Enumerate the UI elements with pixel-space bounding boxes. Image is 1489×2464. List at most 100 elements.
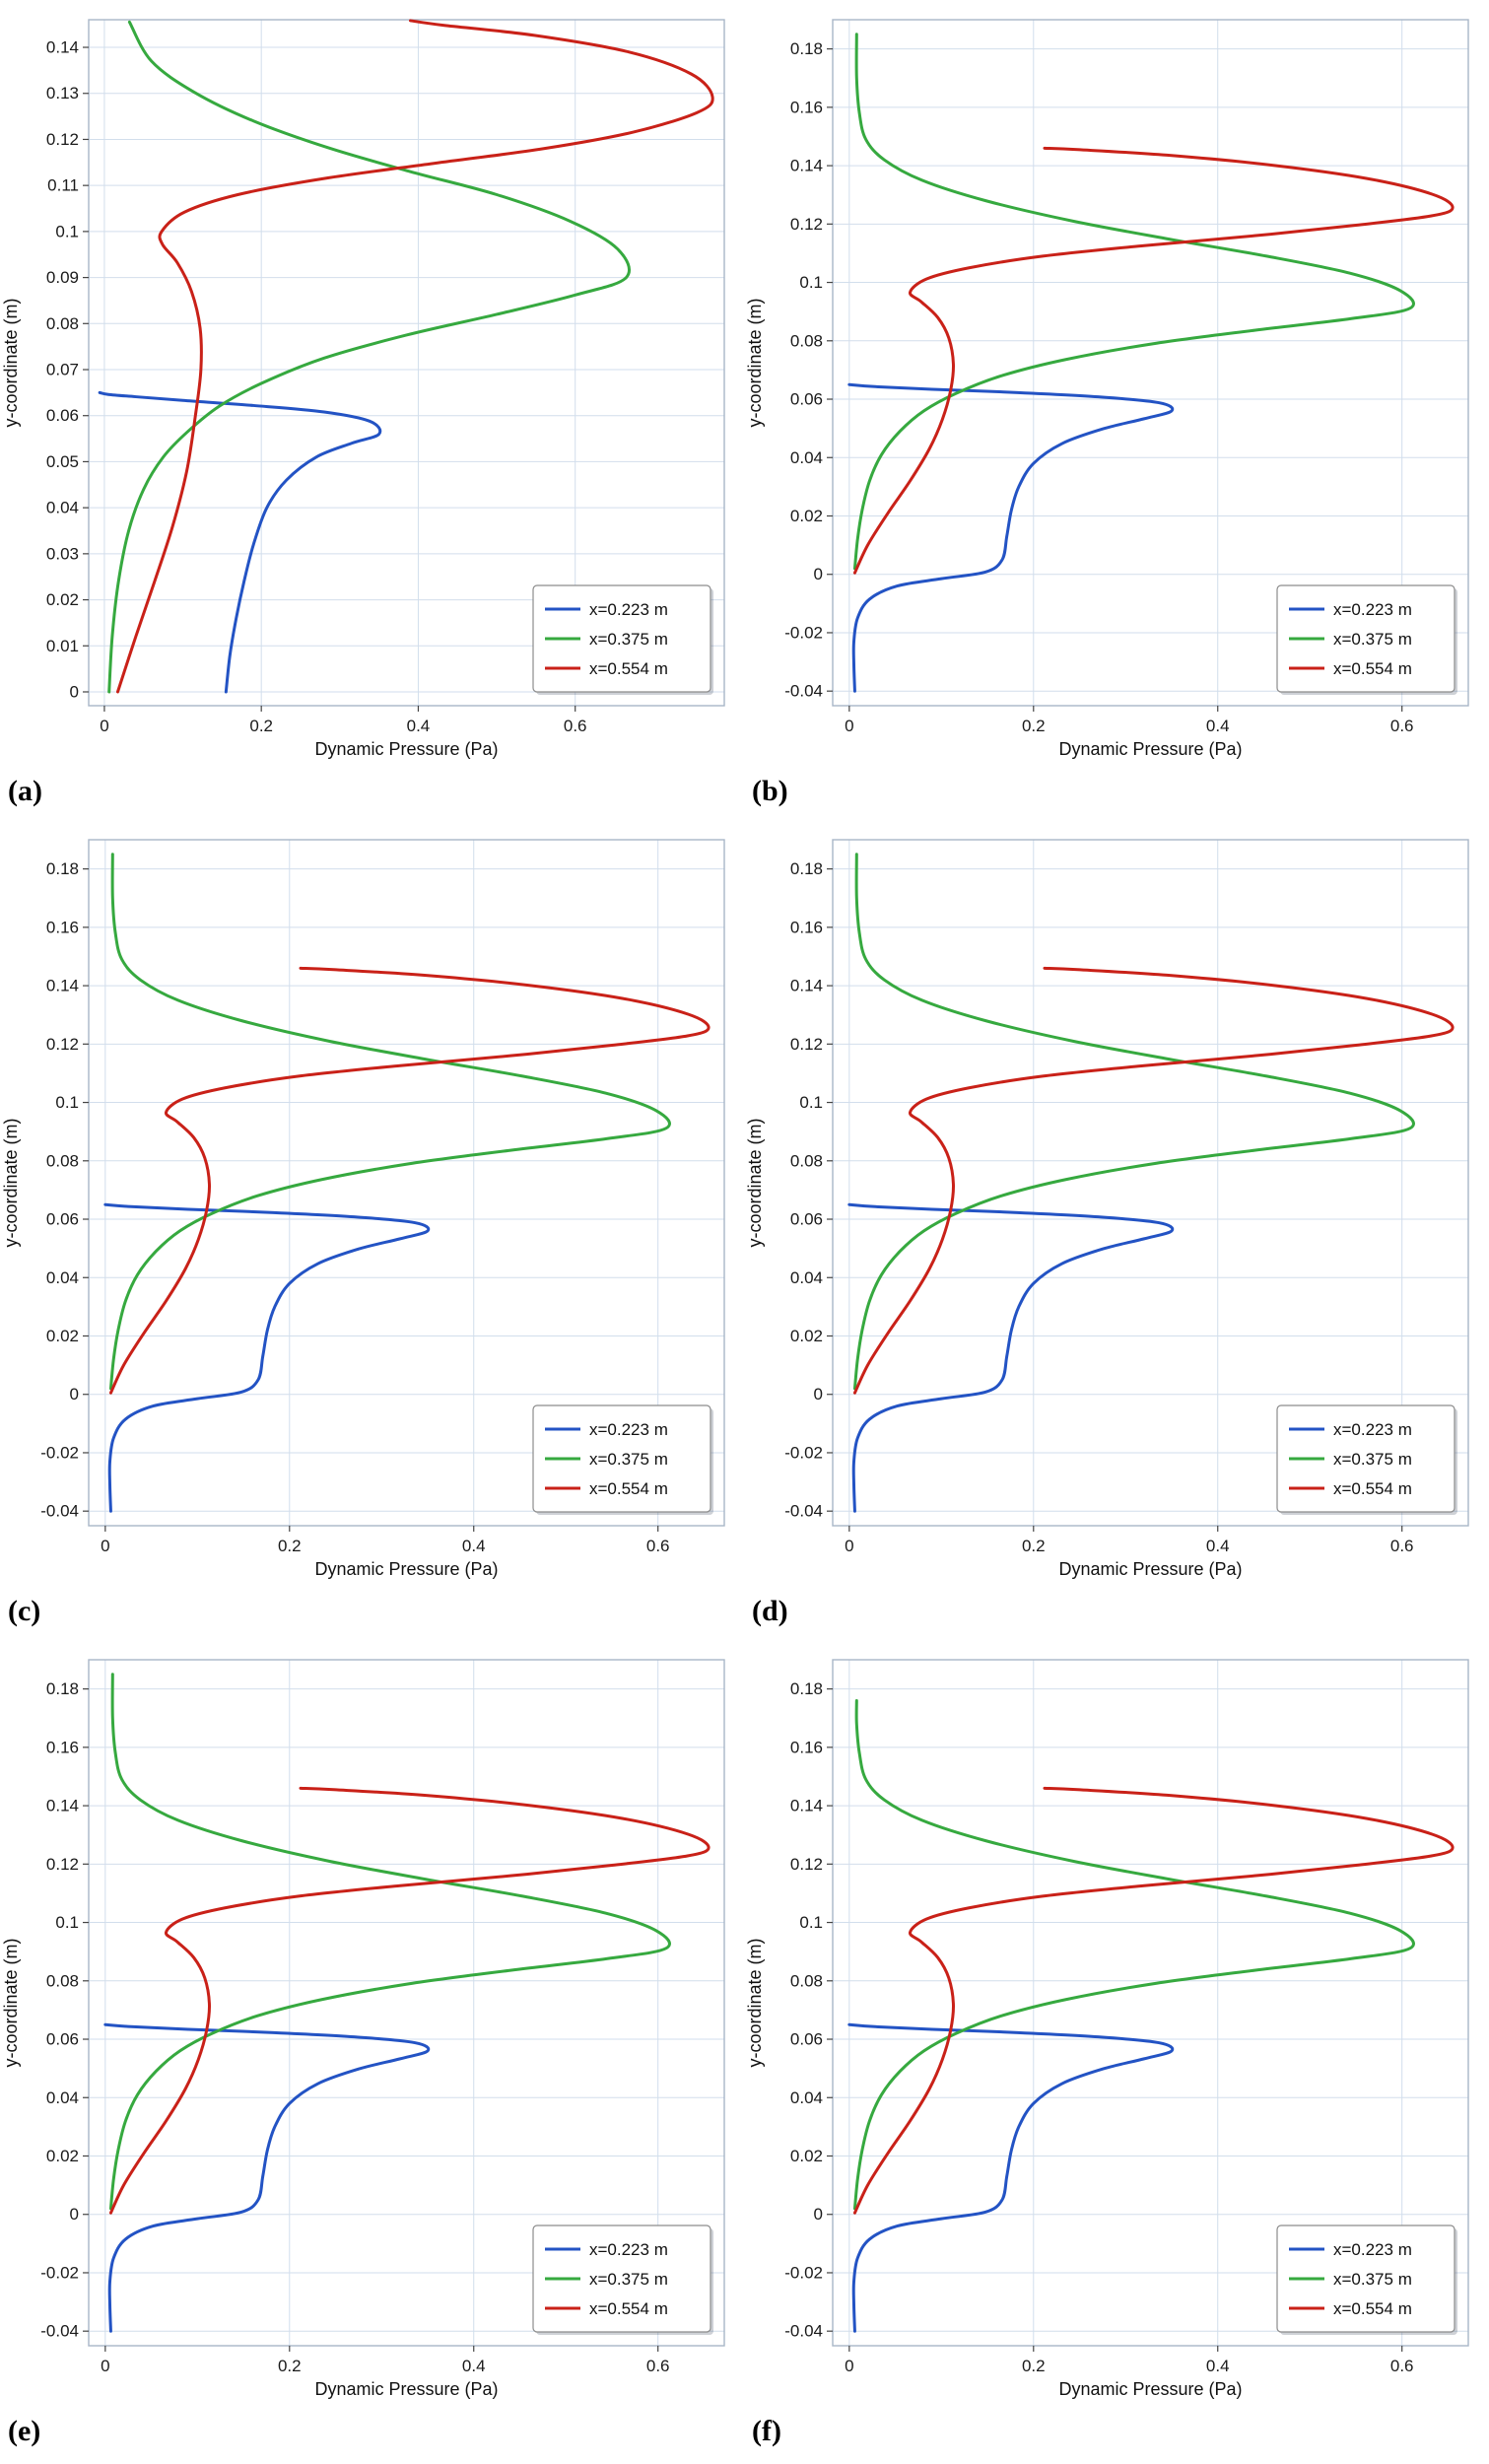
y-tick-label: 0.04 bbox=[790, 2088, 823, 2107]
chart-e: -0.04 -0.02 0 0.02 0.04 0.06 0.08 0.1 0.12 0.14 0.… bbox=[1, 1659, 725, 2399]
x-tick-label: 0.2 bbox=[1022, 717, 1046, 735]
legend-label: x=0.375 m bbox=[1333, 630, 1412, 649]
x-tick-label: 0.2 bbox=[249, 717, 273, 735]
x-tick-label: 0.4 bbox=[1206, 1537, 1230, 1555]
panel-d: -0.04 -0.02 0 0.02 0.04 0.06 0.08 0.1 0.12 0.14 0.… bbox=[744, 820, 1489, 1640]
y-tick-label: 0 bbox=[70, 1385, 79, 1403]
y-tick-label: -0.04 bbox=[40, 2322, 79, 2341]
legend-label: x=0.554 m bbox=[1333, 1479, 1412, 1498]
y-tick-label: 0 bbox=[814, 2205, 823, 2224]
y-tick-label: 0.18 bbox=[46, 859, 79, 878]
legend-box bbox=[1276, 1404, 1455, 1513]
y-tick-label: 0.04 bbox=[790, 1268, 823, 1287]
series-line bbox=[847, 382, 1175, 693]
legend-label: x=0.223 m bbox=[1333, 2240, 1412, 2259]
x-tick-label: 0 bbox=[845, 717, 853, 735]
legend-label: x=0.223 m bbox=[589, 1420, 668, 1439]
plot-frame bbox=[88, 19, 725, 707]
x-axis-label: Dynamic Pressure (Pa) bbox=[314, 739, 498, 759]
x-tick-label: 0.6 bbox=[646, 1537, 670, 1555]
x-tick-label: 0.4 bbox=[462, 1537, 486, 1555]
y-tick-label: 0 bbox=[70, 2205, 79, 2224]
legend-label: x=0.375 m bbox=[589, 2270, 668, 2289]
y-tick-label: 0.11 bbox=[47, 176, 79, 195]
y-axis-label: y-coordinate (m) bbox=[1, 298, 21, 427]
series-line bbox=[108, 966, 711, 1395]
y-tick-label: 0.02 bbox=[46, 590, 79, 609]
y-tick-label: 0.08 bbox=[790, 1971, 823, 1990]
y-tick-label: 0.02 bbox=[46, 2147, 79, 2165]
plot-frame bbox=[832, 1659, 1469, 2347]
y-tick-label: 0.16 bbox=[46, 1738, 79, 1756]
y-tick-label: -0.04 bbox=[784, 682, 823, 701]
series-line bbox=[107, 20, 631, 694]
plot-frame bbox=[88, 1659, 725, 2347]
legend-box bbox=[532, 584, 711, 693]
legend: x=0.223 m x=0.375 m x=0.554 m bbox=[532, 1404, 713, 1515]
series-line bbox=[115, 19, 714, 694]
y-tick-label: -0.04 bbox=[784, 1502, 823, 1521]
legend-label: x=0.554 m bbox=[589, 1479, 668, 1498]
y-tick-label: 0.08 bbox=[46, 1971, 79, 1990]
y-tick-label: 0.02 bbox=[790, 2147, 823, 2165]
legend-label: x=0.554 m bbox=[1333, 659, 1412, 678]
legend: x=0.223 m x=0.375 m x=0.554 m bbox=[1276, 2224, 1457, 2335]
y-tick-label: 0.01 bbox=[46, 637, 79, 655]
y-tick-label: 0.12 bbox=[46, 1855, 79, 1874]
legend-label: x=0.554 m bbox=[1333, 2299, 1412, 2318]
y-tick-label: 0 bbox=[70, 682, 79, 701]
y-tick-label: 0.06 bbox=[46, 406, 79, 425]
legend-label: x=0.223 m bbox=[589, 600, 668, 619]
y-tick-label: 0.12 bbox=[790, 1035, 823, 1054]
y-tick-label: -0.02 bbox=[40, 2263, 79, 2282]
y-tick-label: 0.03 bbox=[46, 544, 79, 563]
x-tick-label: 0.4 bbox=[1206, 2357, 1230, 2375]
series-line bbox=[847, 1202, 1175, 1513]
y-tick-label: 0.12 bbox=[46, 1035, 79, 1054]
series-line bbox=[103, 1202, 431, 1513]
y-tick-label: 0.04 bbox=[46, 499, 79, 517]
series-line bbox=[108, 1786, 711, 2215]
y-tick-label: 0.18 bbox=[790, 39, 823, 58]
y-tick-label: -0.02 bbox=[784, 1443, 823, 1462]
legend: x=0.223 m x=0.375 m x=0.554 m bbox=[532, 584, 713, 695]
y-tick-label: 0.1 bbox=[799, 1093, 823, 1112]
y-tick-label: 0.14 bbox=[790, 1797, 823, 1815]
y-axis-label: y-coordinate (m) bbox=[1, 1938, 21, 2067]
series-line bbox=[852, 853, 1415, 1391]
legend-box bbox=[532, 2224, 711, 2333]
y-tick-label: 0.18 bbox=[790, 859, 823, 878]
y-tick-label: 0.14 bbox=[790, 157, 823, 175]
plot-frame bbox=[832, 19, 1469, 707]
series-line bbox=[847, 2022, 1175, 2333]
y-axis-label: y-coordinate (m) bbox=[745, 1118, 765, 1247]
series-line bbox=[852, 146, 1455, 575]
x-axis-label: Dynamic Pressure (Pa) bbox=[314, 2379, 498, 2399]
panel-label-c: (c) bbox=[8, 1595, 41, 1627]
y-tick-label: 0.16 bbox=[46, 918, 79, 936]
series-line bbox=[852, 1786, 1455, 2215]
x-tick-label: 0.6 bbox=[564, 717, 587, 735]
y-tick-label: 0.06 bbox=[790, 2030, 823, 2049]
y-tick-label: -0.04 bbox=[784, 2322, 823, 2341]
y-tick-label: -0.02 bbox=[784, 623, 823, 642]
series-line bbox=[852, 1698, 1415, 2211]
x-tick-label: 0.6 bbox=[1390, 717, 1414, 735]
legend-label: x=0.375 m bbox=[589, 630, 668, 649]
y-tick-label: 0.08 bbox=[790, 1151, 823, 1170]
y-tick-label: 0.04 bbox=[46, 1268, 79, 1287]
y-tick-label: 0.06 bbox=[790, 1210, 823, 1229]
legend-label: x=0.375 m bbox=[589, 1450, 668, 1469]
legend-box bbox=[1276, 2224, 1455, 2333]
y-tick-label: 0.02 bbox=[790, 1327, 823, 1345]
y-tick-label: 0.1 bbox=[799, 273, 823, 292]
y-tick-label: 0.14 bbox=[46, 1797, 79, 1815]
series-line bbox=[108, 853, 671, 1391]
y-tick-label: 0.04 bbox=[790, 448, 823, 467]
y-tick-label: 0.08 bbox=[790, 331, 823, 350]
x-tick-label: 0.4 bbox=[1206, 717, 1230, 735]
series-line bbox=[98, 390, 382, 694]
legend: x=0.223 m x=0.375 m x=0.554 m bbox=[1276, 584, 1457, 695]
legend-label: x=0.554 m bbox=[589, 2299, 668, 2318]
